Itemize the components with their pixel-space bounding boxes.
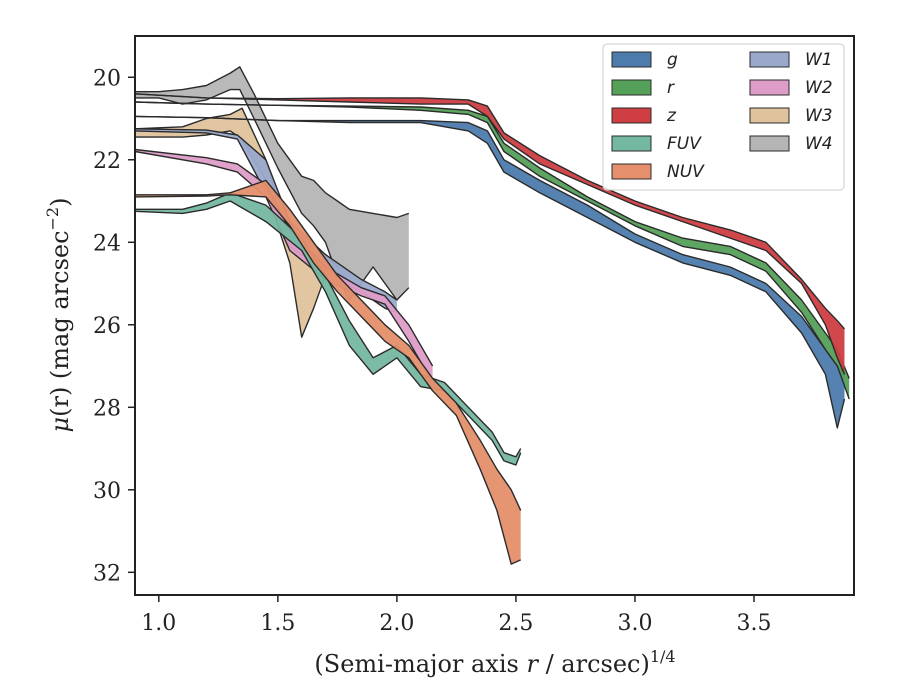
x-tick-label: 1.0 [141,611,176,636]
series-lower-line-w2 [134,150,434,383]
legend-swatch-w4 [749,135,790,152]
x-tick-label: 1.5 [260,611,295,636]
series-layer [134,66,850,565]
legend: grz FUV NUV W1 W2 W3 W4 [602,43,845,191]
y-axis-ticks: 20 22 24 26 28 30 32 [93,66,135,586]
x-tick-label: 2.5 [498,611,533,636]
y-axis-title: μ(r) (mag arcsec−2) [43,197,74,432]
series-upper-line-z [134,93,846,330]
legend-swatch-r [611,79,652,96]
series-upper-line-r [134,101,850,379]
x-tick-label: 2.0 [379,611,414,636]
legend-label-w1: W1 [805,50,833,70]
legend-swatch-w2 [749,79,790,96]
series-lower-line-g [134,115,846,429]
series-lower-line-z [134,93,846,375]
series-upper-line-g [134,115,846,375]
x-axis-title: (Semi-major axis r / arcsec)1/4 [314,647,675,678]
legend-swatch-z [611,107,652,124]
legend-label-w4: W4 [805,134,833,154]
legend-label-fuv: FUV [667,134,702,154]
series-upper-line-nuv [135,179,522,511]
y-tick-label: 22 [93,149,121,174]
series-upper-line-w4 [135,66,410,219]
y-tick-label: 24 [93,231,121,256]
legend-label-w3: W3 [805,106,833,126]
y-tick-label: 28 [93,396,121,421]
legend-label-w2: W2 [805,78,833,98]
legend-swatch-nuv [611,163,652,180]
y-tick-label: 26 [93,314,121,339]
legend-label-g: g [667,50,678,70]
series-band-w4 [135,66,409,301]
legend-swatch-w1 [749,51,790,68]
x-axis-ticks: 1.0 1.5 2.0 2.5 3.0 3.5 [141,595,772,636]
series-upper-line-fuv [135,192,522,458]
series-lower-line-r [134,101,850,400]
legend-swatch-fuv [611,135,652,152]
y-tick-label: 30 [93,479,121,504]
legend-label-z: z [666,106,677,126]
legend-label-nuv: NUV [667,162,705,182]
plot-frame [134,35,855,596]
legend-label-r: r [667,78,675,98]
y-tick-label: 20 [93,66,121,91]
series-band-w3 [135,108,338,338]
legend-swatch-g [611,51,652,68]
series-lower-line-nuv [134,194,521,565]
y-tick-label: 32 [93,561,121,586]
x-tick-label: 3.0 [617,611,652,636]
legend-swatch-w3 [749,107,790,124]
x-tick-label: 3.5 [737,611,772,636]
series-lower-line-fuv [134,200,522,466]
